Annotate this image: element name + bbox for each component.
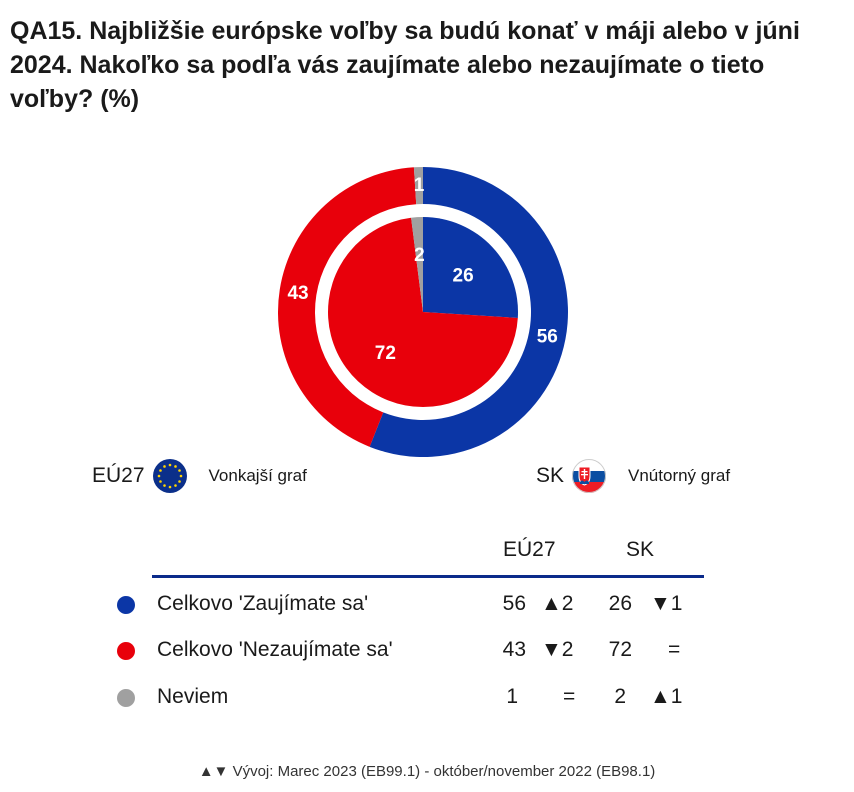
column-header-eu27: EÚ27 [503, 538, 556, 561]
eu27-slice-2 [413, 167, 423, 205]
legend-outer: EÚ27 Vonkajší graf [92, 459, 307, 493]
legend-inner: SK Vnútorný graf [536, 459, 730, 493]
sk-slice-0 [423, 217, 518, 318]
table-row: Neviem 1 = 2 ▲1 [0, 683, 854, 713]
sk-data-label-0: 26 [453, 265, 474, 286]
eu27-data-label-2: 1 [414, 175, 425, 196]
sk-value: 26 [608, 592, 632, 615]
footer-note: ▲▼ Vývoj: Marec 2023 (EB99.1) - október/… [198, 763, 656, 780]
eu27-slice-0 [369, 167, 568, 457]
sk-slice-1 [328, 217, 518, 407]
legend-inner-label: Vnútorný graf [628, 466, 731, 485]
eu27-data-label-0: 56 [537, 327, 558, 348]
series-dot-icon [117, 642, 135, 660]
legend-inner-code: SK [536, 464, 565, 487]
sk-change: ▲1 [650, 685, 683, 708]
eu27-value: 56 [502, 592, 526, 615]
row-label: Neviem [157, 685, 229, 708]
sk-data-label-2: 2 [414, 245, 425, 266]
table-divider [152, 575, 704, 578]
sk-change: ▼1 [650, 592, 683, 615]
eu27-change: = [563, 685, 576, 708]
inner-pie-sk [328, 217, 518, 407]
series-dot-icon [117, 596, 135, 614]
eu27-change: ▼2 [541, 638, 574, 661]
table-row: Celkovo 'Zaujímate sa' 56 ▲2 26 ▼1 [0, 590, 854, 620]
sk-value: 72 [608, 638, 632, 661]
outer-ring-eu27 [277, 167, 568, 457]
legend-outer-code: EÚ27 [92, 464, 145, 487]
eu27-data-label-1: 43 [287, 283, 308, 304]
eu-flag-icon [152, 459, 187, 493]
row-label: Celkovo 'Zaujímate sa' [157, 592, 369, 615]
table-row: Celkovo 'Nezaujímate sa' 43 ▼2 72 = [0, 636, 854, 666]
sk-change: = [668, 638, 681, 661]
chart-title: QA15. Najbližšie európske voľby sa budú … [10, 17, 800, 113]
slovakia-flag-icon [572, 459, 607, 493]
row-label: Celkovo 'Nezaujímate sa' [157, 638, 393, 661]
column-header-sk: SK [626, 538, 655, 561]
sk-value: 2 [614, 685, 626, 708]
slice-labels: 56 43 1 26 72 2 [287, 175, 557, 364]
eu27-value: 1 [506, 685, 518, 708]
legend-outer-label: Vonkajší graf [208, 466, 307, 485]
eu27-value: 43 [502, 638, 526, 661]
eu27-slice-1 [277, 167, 417, 447]
series-dot-icon [117, 689, 135, 707]
eu27-change: ▲2 [541, 592, 574, 615]
sk-data-label-1: 72 [375, 343, 396, 364]
sk-slice-2 [411, 217, 423, 312]
